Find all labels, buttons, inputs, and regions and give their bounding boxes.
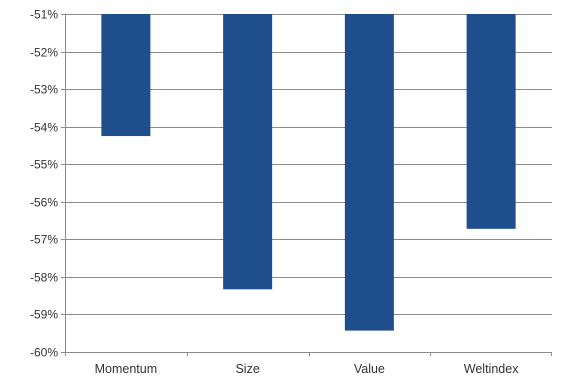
y-tick-label: -60% bbox=[30, 346, 58, 360]
bar-momentum bbox=[101, 14, 151, 137]
y-tick-label: -56% bbox=[30, 196, 58, 210]
bar-size bbox=[223, 14, 273, 290]
x-category-label: Size bbox=[235, 362, 259, 376]
y-tick-label: -59% bbox=[30, 308, 58, 322]
bars bbox=[101, 14, 516, 331]
bar-weltindex bbox=[466, 14, 516, 229]
y-tick-label: -51% bbox=[30, 8, 58, 22]
bar-value bbox=[344, 14, 394, 331]
x-category-labels: Momentum Size Value Weltindex bbox=[95, 362, 520, 376]
y-tick-label: -55% bbox=[30, 158, 58, 172]
x-category-label: Momentum bbox=[95, 362, 158, 376]
y-tick-label: -54% bbox=[30, 121, 58, 135]
y-tick-label: -52% bbox=[30, 46, 58, 60]
y-tick-label: -53% bbox=[30, 83, 58, 97]
y-tick-label: -58% bbox=[30, 271, 58, 285]
y-tick-labels: -51% -52% -53% -54% -55% -56% -57% -58% -59% -60% bbox=[30, 8, 58, 360]
x-category-label: Value bbox=[354, 362, 385, 376]
x-category-label: Weltindex bbox=[464, 362, 519, 376]
y-tick-label: -57% bbox=[30, 233, 58, 247]
axes bbox=[61, 14, 552, 356]
